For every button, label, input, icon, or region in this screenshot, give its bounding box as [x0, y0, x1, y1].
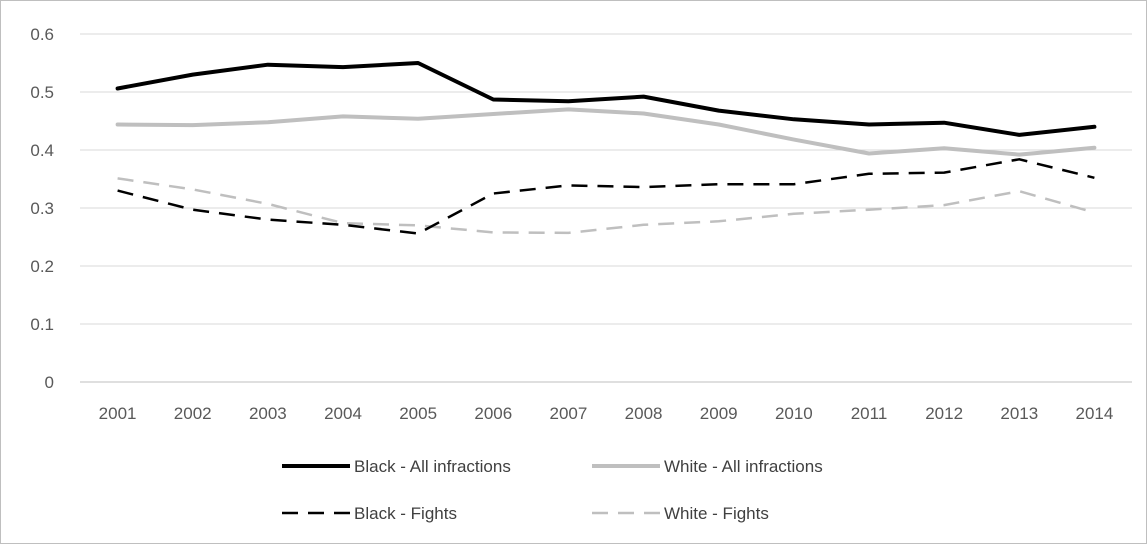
legend-label: Black - Fights	[354, 504, 457, 523]
x-tick-label: 2002	[174, 404, 212, 423]
y-tick-label: 0	[45, 373, 54, 392]
series-line-1	[115, 107, 1097, 157]
y-tick-label: 0.6	[30, 25, 54, 44]
x-tick-label: 2008	[625, 404, 663, 423]
x-tick-label: 2001	[99, 404, 137, 423]
legend-label: White - All infractions	[664, 457, 823, 476]
legend-label: White - Fights	[664, 504, 769, 523]
legend: Black - All infractions White - All infra…	[282, 457, 823, 523]
x-tick-label: 2005	[399, 404, 437, 423]
x-tick-label: 2004	[324, 404, 362, 423]
series-lines	[115, 61, 1097, 235]
x-tick-label: 2012	[925, 404, 963, 423]
x-tick-label: 2011	[851, 404, 888, 423]
y-tick-label: 0.1	[30, 315, 54, 334]
legend-label: Black - All infractions	[354, 457, 511, 476]
x-axis-ticks: 2001 2002 2003 2004 2005 2006 2007 2008 2009 2010…	[99, 404, 1114, 423]
y-axis-ticks: 0 0.1 0.2 0.3 0.4 0.5 0.6	[30, 25, 54, 392]
x-tick-label: 2013	[1000, 404, 1038, 423]
y-tick-label: 0.3	[30, 199, 54, 218]
x-tick-label: 2009	[700, 404, 738, 423]
x-tick-label: 2010	[775, 404, 813, 423]
y-tick-label: 0.4	[30, 141, 54, 160]
series-line-2	[117, 158, 1095, 235]
series-line-3	[117, 177, 1095, 235]
x-tick-label: 2014	[1076, 404, 1114, 423]
x-tick-label: 2003	[249, 404, 287, 423]
x-tick-label: 2006	[474, 404, 512, 423]
y-tick-label: 0.2	[30, 257, 54, 276]
gridlines	[80, 33, 1132, 383]
x-tick-label: 2007	[550, 404, 588, 423]
series-line-0	[115, 61, 1097, 137]
y-tick-label: 0.5	[30, 83, 54, 102]
